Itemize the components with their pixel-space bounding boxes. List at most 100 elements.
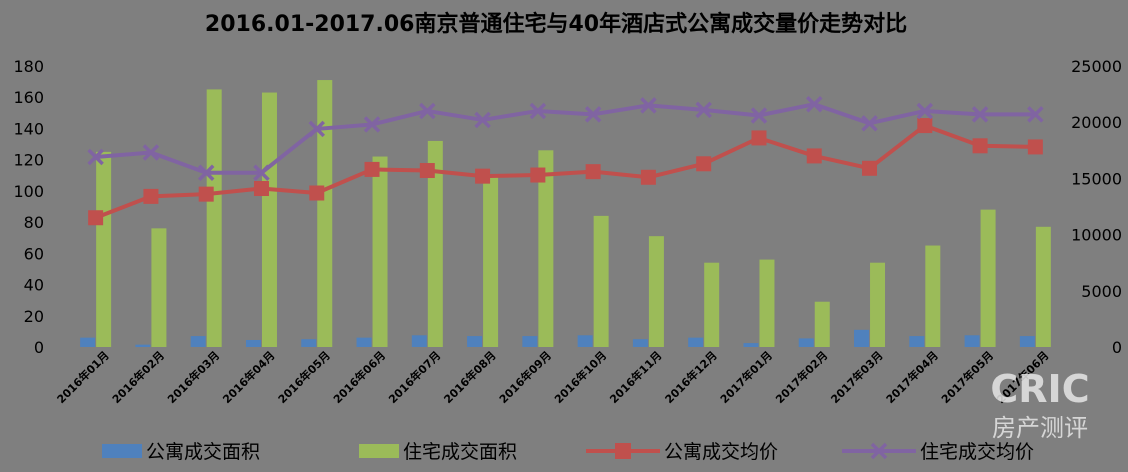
- residential-area-bar: [648, 236, 664, 347]
- legend: 公寓成交面积 住宅成交面积 公寓成交均价 住宅成交均价: [102, 441, 1034, 463]
- apartment-area-bar: [632, 339, 648, 347]
- marker-stroke: [87, 148, 104, 166]
- apartment-price-marker: [198, 186, 214, 202]
- left-axis-tick: 180: [13, 57, 44, 76]
- residential-area-bar: [96, 151, 112, 347]
- watermark-brand: CRIC: [990, 367, 1089, 411]
- x-axis-tick: 2016年10月: [551, 348, 609, 406]
- x-axis-tick: 2016年11月: [607, 348, 665, 406]
- right-axis-tick: 20000: [1071, 113, 1122, 132]
- apartment-price-marker: [143, 188, 159, 204]
- apartment-price-marker: [585, 164, 601, 180]
- residential-area-bar: [704, 262, 720, 347]
- x-axis-tick: 2017年04月: [883, 348, 941, 406]
- residential-area-bar: [372, 156, 388, 347]
- x-axis-tick: 2016年09月: [496, 348, 554, 406]
- right-axis-tick: 0: [1112, 338, 1122, 357]
- residential-price-marker: [363, 116, 381, 133]
- residential-area-bar: [261, 92, 277, 348]
- residential-area-bar: [1035, 226, 1051, 347]
- residential-area-bar: [206, 89, 222, 348]
- apartment-price-marker: [253, 181, 269, 197]
- apartment-price-marker: [419, 163, 435, 179]
- legend-item: 住宅成交均价: [842, 441, 1034, 463]
- x-axis-tick: 2016年01月: [54, 348, 112, 406]
- residential-price-marker: [308, 120, 325, 138]
- apartment-price-marker: [806, 148, 822, 164]
- right-axis-tick: 5000: [1081, 282, 1122, 301]
- apartment-area-bar: [245, 339, 261, 347]
- x-axis-tick: 2016年06月: [330, 348, 388, 406]
- marker-stroke: [363, 116, 381, 133]
- legend-marker: [870, 442, 888, 460]
- residential-price-marker: [529, 102, 547, 120]
- residential-price-marker: [142, 144, 160, 161]
- apartment-price-marker: [475, 168, 491, 184]
- apartment-price-marker: [640, 169, 656, 185]
- apartment-price-marker: [972, 138, 988, 154]
- apartment-area-bar: [356, 337, 372, 347]
- left-axis-tick: 80: [24, 213, 44, 232]
- left-axis-tick: 0: [34, 338, 44, 357]
- marker-stroke: [474, 111, 491, 129]
- left-axis-tick: 140: [13, 119, 44, 138]
- apartment-area-bar: [301, 339, 317, 347]
- residential-price-marker: [806, 95, 823, 113]
- residential-area-bar: [759, 259, 775, 347]
- apartment-area-bar: [743, 343, 759, 347]
- residential-area-bar: [427, 140, 443, 347]
- residential-price-marker: [916, 102, 934, 120]
- residential-price-marker: [474, 111, 491, 129]
- apartment-price-marker: [1027, 139, 1043, 155]
- apartment-price-line: [94, 123, 1036, 220]
- legend-marker: [615, 443, 631, 459]
- bar-series: [80, 80, 1051, 348]
- x-axis-tick: 2016年08月: [441, 348, 499, 406]
- apartment-area-bar: [411, 335, 427, 347]
- residential-price-marker: [253, 164, 270, 182]
- apartment-price-marker: [696, 156, 712, 172]
- residential-price-marker: [584, 106, 602, 123]
- legend-label: 住宅成交面积: [403, 441, 517, 463]
- x-axis-tick: 2016年02月: [109, 348, 167, 406]
- marker-stroke: [640, 97, 657, 114]
- marker-stroke: [197, 164, 215, 182]
- x-axis-tick: 2017年01月: [717, 348, 775, 406]
- left-axis-tick: 40: [24, 276, 44, 295]
- legend-item: 住宅成交面积: [359, 441, 517, 463]
- legend-label: 公寓成交均价: [664, 441, 778, 463]
- marker-stroke: [584, 106, 602, 123]
- x-axis-tick: 2017年03月: [828, 348, 886, 406]
- apartment-area-bar: [467, 336, 483, 347]
- marker-stroke: [861, 115, 878, 132]
- residential-price-marker: [640, 97, 657, 114]
- residential-area-bar: [925, 245, 941, 347]
- x-axis-tick: 2016年12月: [662, 348, 720, 406]
- apartment-area-bar: [522, 336, 538, 347]
- apartment-area-bar: [688, 337, 704, 347]
- right-axis-tick: 15000: [1071, 169, 1122, 188]
- apartment-price-marker: [917, 118, 933, 134]
- residential-price-marker: [861, 115, 878, 132]
- marker-stroke: [806, 95, 823, 113]
- x-axis-tick: 2016年04月: [220, 348, 278, 406]
- x-axis-tick: 2017年02月: [772, 348, 830, 406]
- apartment-price-marker: [88, 210, 104, 226]
- apartment-area-bar: [1019, 336, 1035, 347]
- residential-area-bar: [151, 228, 167, 347]
- marker-stroke: [695, 101, 712, 119]
- x-axis-tick: 2016年07月: [385, 348, 443, 406]
- right-axis-tick: 10000: [1071, 226, 1122, 245]
- cric-watermark: CRIC 房产测评: [990, 367, 1089, 442]
- apartment-area-bar: [798, 338, 814, 347]
- left-axis-tick: 100: [13, 182, 44, 201]
- residential-price-marker: [971, 106, 989, 123]
- residential-area-bar: [317, 80, 333, 348]
- legend-label: 公寓成交面积: [146, 441, 260, 463]
- residential-price-marker: [419, 102, 436, 120]
- marker-stroke: [750, 107, 768, 124]
- right-axis-tick: 25000: [1071, 57, 1122, 76]
- marker-stroke: [1027, 106, 1044, 123]
- residential-area-bar: [870, 262, 886, 347]
